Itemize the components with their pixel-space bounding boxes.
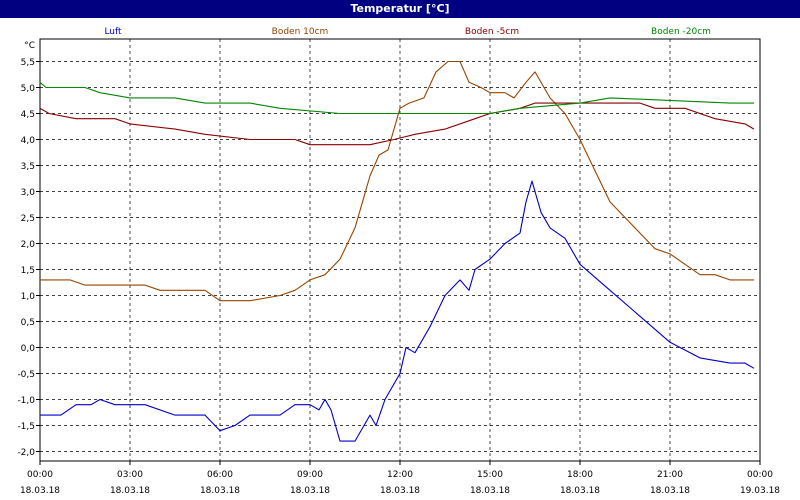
x-tick-time-label: 09:00: [297, 470, 323, 480]
y-tick-label: 0,5: [21, 318, 35, 328]
series-line-3: [39, 102, 755, 146]
x-tick-time-label: 00:00: [747, 470, 773, 480]
legend-entry-4: Boden -20cm: [651, 27, 711, 37]
x-tick-date-label: 18.03.18: [380, 486, 420, 496]
series-line-2: [40, 60, 754, 302]
y-tick-label: 5,5: [21, 58, 35, 68]
x-tick-date-label: 18.03.18: [560, 486, 600, 496]
y-tick-label: -2,0: [17, 448, 35, 458]
y-tick-label: -1,5: [17, 422, 35, 432]
y-tick-label: 2,0: [21, 240, 36, 250]
y-tick-label: -0,5: [17, 370, 35, 380]
x-tick-time-label: 06:00: [207, 470, 233, 480]
x-tick-date-label: 18.03.18: [200, 486, 240, 496]
y-tick-label: 1,5: [21, 266, 35, 276]
x-tick-time-label: 21:00: [657, 470, 683, 480]
x-tick-date-label: 18.03.18: [470, 486, 510, 496]
x-tick-date-label: 18.03.18: [290, 486, 330, 496]
x-tick-time-label: 18:00: [567, 470, 593, 480]
x-tick-time-label: 15:00: [477, 470, 503, 480]
title-bar: [0, 0, 800, 18]
y-tick-label: 4,5: [21, 110, 35, 120]
y-tick-label: 4,0: [21, 136, 36, 146]
legend-entry-1: Luft: [104, 27, 122, 37]
legend-entry-2: Boden 10cm: [272, 27, 329, 37]
legend: Luft Boden 10cm Boden -5cm Boden -20cm: [104, 27, 711, 37]
y-axis-label: °C: [24, 41, 35, 51]
x-tick-date-label: 18.03.18: [20, 486, 60, 496]
x-tick-date-label: 18.03.18: [650, 486, 690, 496]
x-tick-time-label: 12:00: [387, 470, 413, 480]
legend-entry-3: Boden -5cm: [465, 27, 519, 37]
x-tick-date-label: 19.03.18: [740, 486, 780, 496]
x-tick-time-label: 00:00: [27, 470, 53, 480]
x-tick-time-label: 03:00: [117, 470, 143, 480]
series-group: [39, 60, 755, 442]
y-tick-label: 1,0: [21, 292, 36, 302]
y-tick-label: 0,0: [21, 344, 36, 354]
temperature-chart: -2,0 -1,5 -1,0 -0,5 0,0 0,5 1,0 1,5 2,0 2,5 3,0 3,5…: [17, 27, 780, 496]
y-tick-label: 3,0: [21, 188, 36, 198]
series-line-1: [40, 180, 755, 442]
y-tick-label: -1,0: [17, 396, 35, 406]
axes: -2,0 -1,5 -1,0 -0,5 0,0 0,5 1,0 1,5 2,0 2,5 3,0 3,5…: [17, 41, 780, 496]
grid: [40, 39, 760, 461]
y-tick-label: 3,5: [21, 162, 35, 172]
y-tick-label: 5,0: [21, 84, 36, 94]
x-tick-date-label: 18.03.18: [110, 486, 150, 496]
series-line-4: [39, 81, 754, 115]
y-tick-label: 2,5: [21, 214, 35, 224]
chart-title: Temperatur [°C]: [350, 2, 450, 15]
